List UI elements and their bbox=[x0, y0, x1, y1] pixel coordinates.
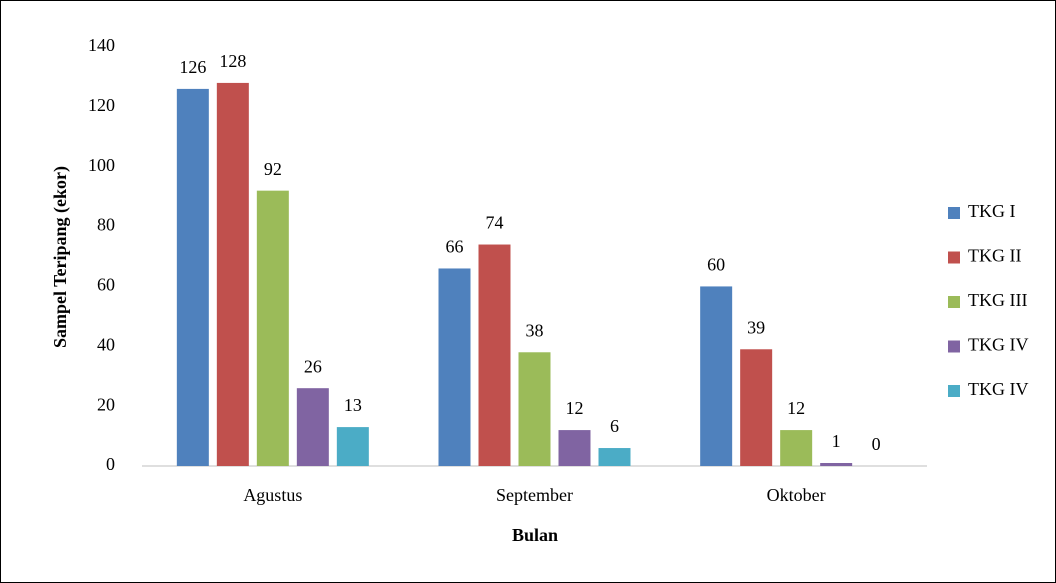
y-tick-label: 120 bbox=[88, 95, 115, 115]
legend-label: TKG IV bbox=[968, 379, 1029, 399]
bar bbox=[598, 448, 631, 466]
data-label: 39 bbox=[747, 317, 765, 337]
y-tick-label: 40 bbox=[97, 334, 115, 354]
data-label: 6 bbox=[610, 416, 619, 436]
legend-label: TKG I bbox=[968, 201, 1016, 221]
legend-swatch bbox=[948, 340, 960, 353]
bar bbox=[438, 268, 471, 466]
data-label: 60 bbox=[707, 255, 725, 275]
data-label: 1 bbox=[832, 431, 841, 451]
bar bbox=[176, 88, 209, 467]
bar bbox=[518, 352, 551, 466]
data-label: 12 bbox=[566, 398, 584, 418]
bar bbox=[256, 190, 289, 466]
bar bbox=[336, 427, 369, 466]
y-tick-label: 140 bbox=[88, 35, 115, 55]
bar bbox=[558, 430, 591, 466]
y-axis-title: Sampel Teripang (ekor) bbox=[50, 166, 71, 348]
legend-swatch bbox=[948, 296, 960, 308]
bar bbox=[478, 244, 511, 466]
x-tick-label: Agustus bbox=[243, 485, 302, 505]
data-label: 38 bbox=[526, 320, 544, 340]
data-label: 26 bbox=[304, 356, 322, 376]
data-label: 13 bbox=[344, 395, 362, 415]
data-label: 66 bbox=[446, 237, 464, 257]
legend-label: TKG III bbox=[968, 290, 1027, 310]
bar bbox=[740, 349, 773, 466]
x-axis-title: Bulan bbox=[512, 525, 558, 545]
bar bbox=[820, 463, 853, 466]
bar bbox=[700, 286, 733, 466]
data-label: 126 bbox=[179, 57, 206, 77]
y-tick-label: 20 bbox=[97, 394, 115, 414]
data-label: 74 bbox=[486, 213, 504, 233]
data-label: 128 bbox=[219, 51, 246, 71]
data-label: 92 bbox=[264, 159, 282, 179]
y-tick-label: 100 bbox=[88, 155, 115, 175]
legend-swatch bbox=[948, 251, 960, 264]
legend-swatch bbox=[948, 385, 960, 397]
y-tick-label: 60 bbox=[97, 275, 115, 295]
legend-label: TKG IV bbox=[968, 335, 1029, 355]
x-tick-label: Oktober bbox=[767, 485, 826, 505]
legend-label: TKG II bbox=[968, 246, 1021, 266]
y-tick-label: 0 bbox=[106, 454, 115, 474]
x-tick-label: September bbox=[496, 485, 573, 505]
legend-swatch bbox=[948, 207, 960, 219]
y-tick-label: 80 bbox=[97, 215, 115, 235]
data-label: 12 bbox=[787, 398, 805, 418]
bar bbox=[216, 82, 249, 467]
data-label: 0 bbox=[872, 434, 881, 454]
bar bbox=[296, 388, 329, 466]
bar bbox=[780, 430, 813, 466]
